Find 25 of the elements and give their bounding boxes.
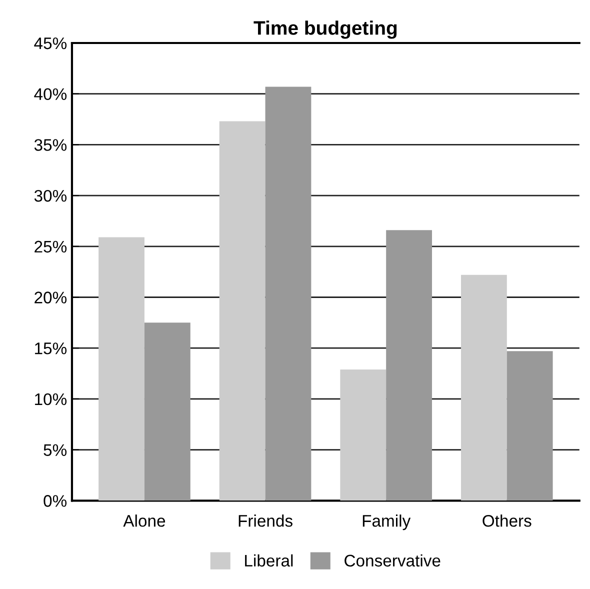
chart-title: Time budgeting [254, 20, 397, 39]
y-tick-label: 5% [44, 444, 67, 456]
y-tick-label: 25% [34, 240, 67, 253]
bar [506, 351, 553, 501]
y-tick-label: 30% [34, 190, 67, 202]
x-tick-label: Family [362, 514, 411, 530]
bar [460, 274, 507, 501]
y-tick-label: 15% [35, 342, 67, 354]
bar [144, 322, 190, 501]
bar [219, 121, 266, 501]
bar [98, 237, 144, 501]
y-tick-label: 10% [35, 393, 67, 406]
y-tick-label: 40% [34, 88, 67, 100]
bar [340, 369, 386, 501]
y-tick-label: 35% [34, 139, 67, 151]
legend-label: Conservative [344, 554, 440, 567]
y-tick-label: 45% [34, 37, 67, 50]
y-tick-label: 20% [34, 292, 67, 304]
x-tick-label: Friends [238, 514, 292, 527]
bar [265, 86, 312, 501]
x-tick-label: Alone [123, 514, 166, 527]
bar [386, 230, 432, 501]
legend-label: Liberal [245, 554, 293, 567]
x-tick-label: Others [482, 514, 532, 527]
y-tick-label: 0% [44, 495, 67, 507]
